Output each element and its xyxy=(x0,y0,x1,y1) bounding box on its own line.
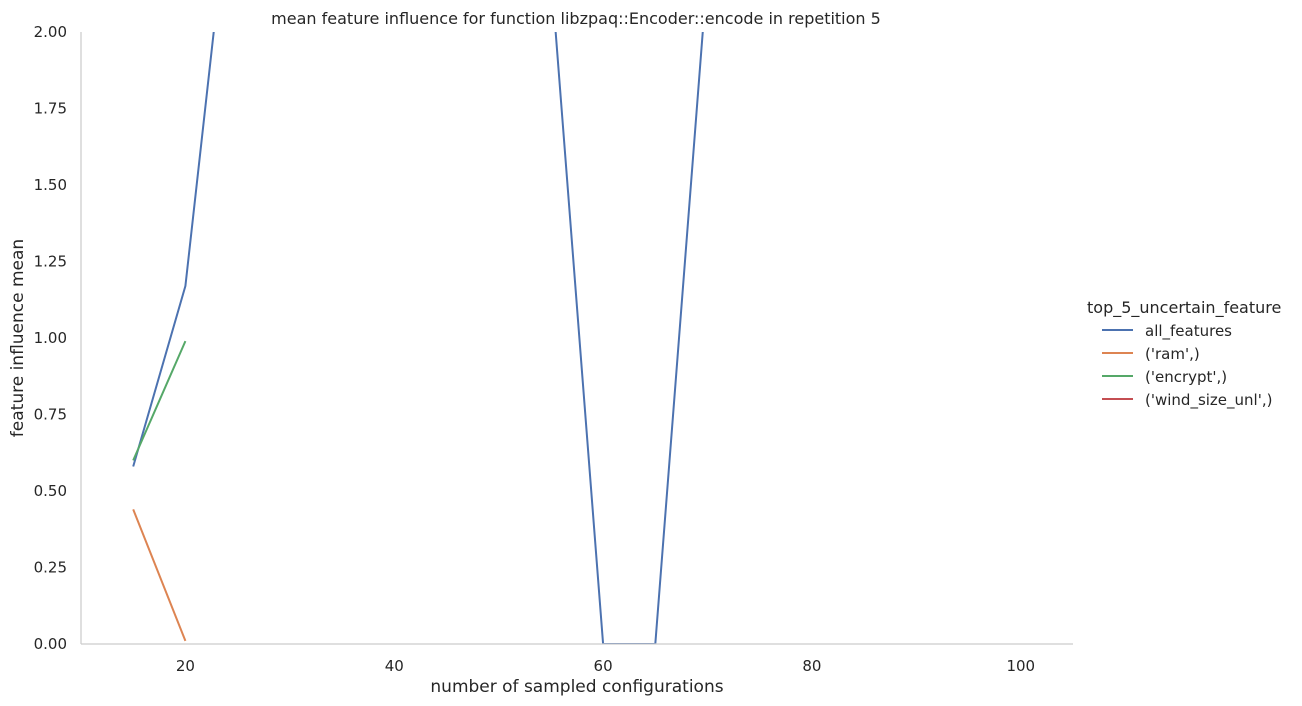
legend-item-label: ('encrypt',) xyxy=(1145,368,1227,386)
x-tick-label: 100 xyxy=(1006,657,1035,675)
y-tick-label: 2.00 xyxy=(34,23,67,41)
legend-item-label: ('ram',) xyxy=(1145,345,1200,363)
chart-title: mean feature influence for function libz… xyxy=(271,9,881,28)
axes-layer: 20 40 60 80 100 0.00 0.25 0.50 0.75 1.00 1.25 1.50 1… xyxy=(34,23,1073,675)
y-axis-label: feature influence mean xyxy=(8,239,28,437)
x-axis-label: number of sampled configurations xyxy=(430,677,723,697)
y-tick-label: 1.75 xyxy=(34,100,67,118)
x-tick-label: 60 xyxy=(594,657,613,675)
legend-item-label: all_features xyxy=(1145,322,1232,341)
y-tick-label: 0.50 xyxy=(34,482,67,500)
y-tick-label: 1.25 xyxy=(34,253,67,271)
series-line-0 xyxy=(132,32,704,644)
y-tick-label: 0.25 xyxy=(34,559,67,577)
series-layer xyxy=(132,32,704,644)
series-line-1 xyxy=(132,509,187,642)
x-tick-label: 80 xyxy=(802,657,821,675)
legend: top_5_uncertain_feature all_features ('ra… xyxy=(1087,298,1281,410)
legend-item-label: ('wind_size_unl',) xyxy=(1145,391,1272,410)
series-line-2 xyxy=(132,340,187,461)
y-tick-label: 1.50 xyxy=(34,176,67,194)
x-tick-label: 40 xyxy=(385,657,404,675)
y-tick-label: 1.00 xyxy=(34,329,67,347)
legend-title: top_5_uncertain_feature xyxy=(1087,298,1281,318)
y-tick-label: 0.75 xyxy=(34,406,67,424)
x-tick-label: 20 xyxy=(176,657,195,675)
y-tick-label: 0.00 xyxy=(34,635,67,653)
